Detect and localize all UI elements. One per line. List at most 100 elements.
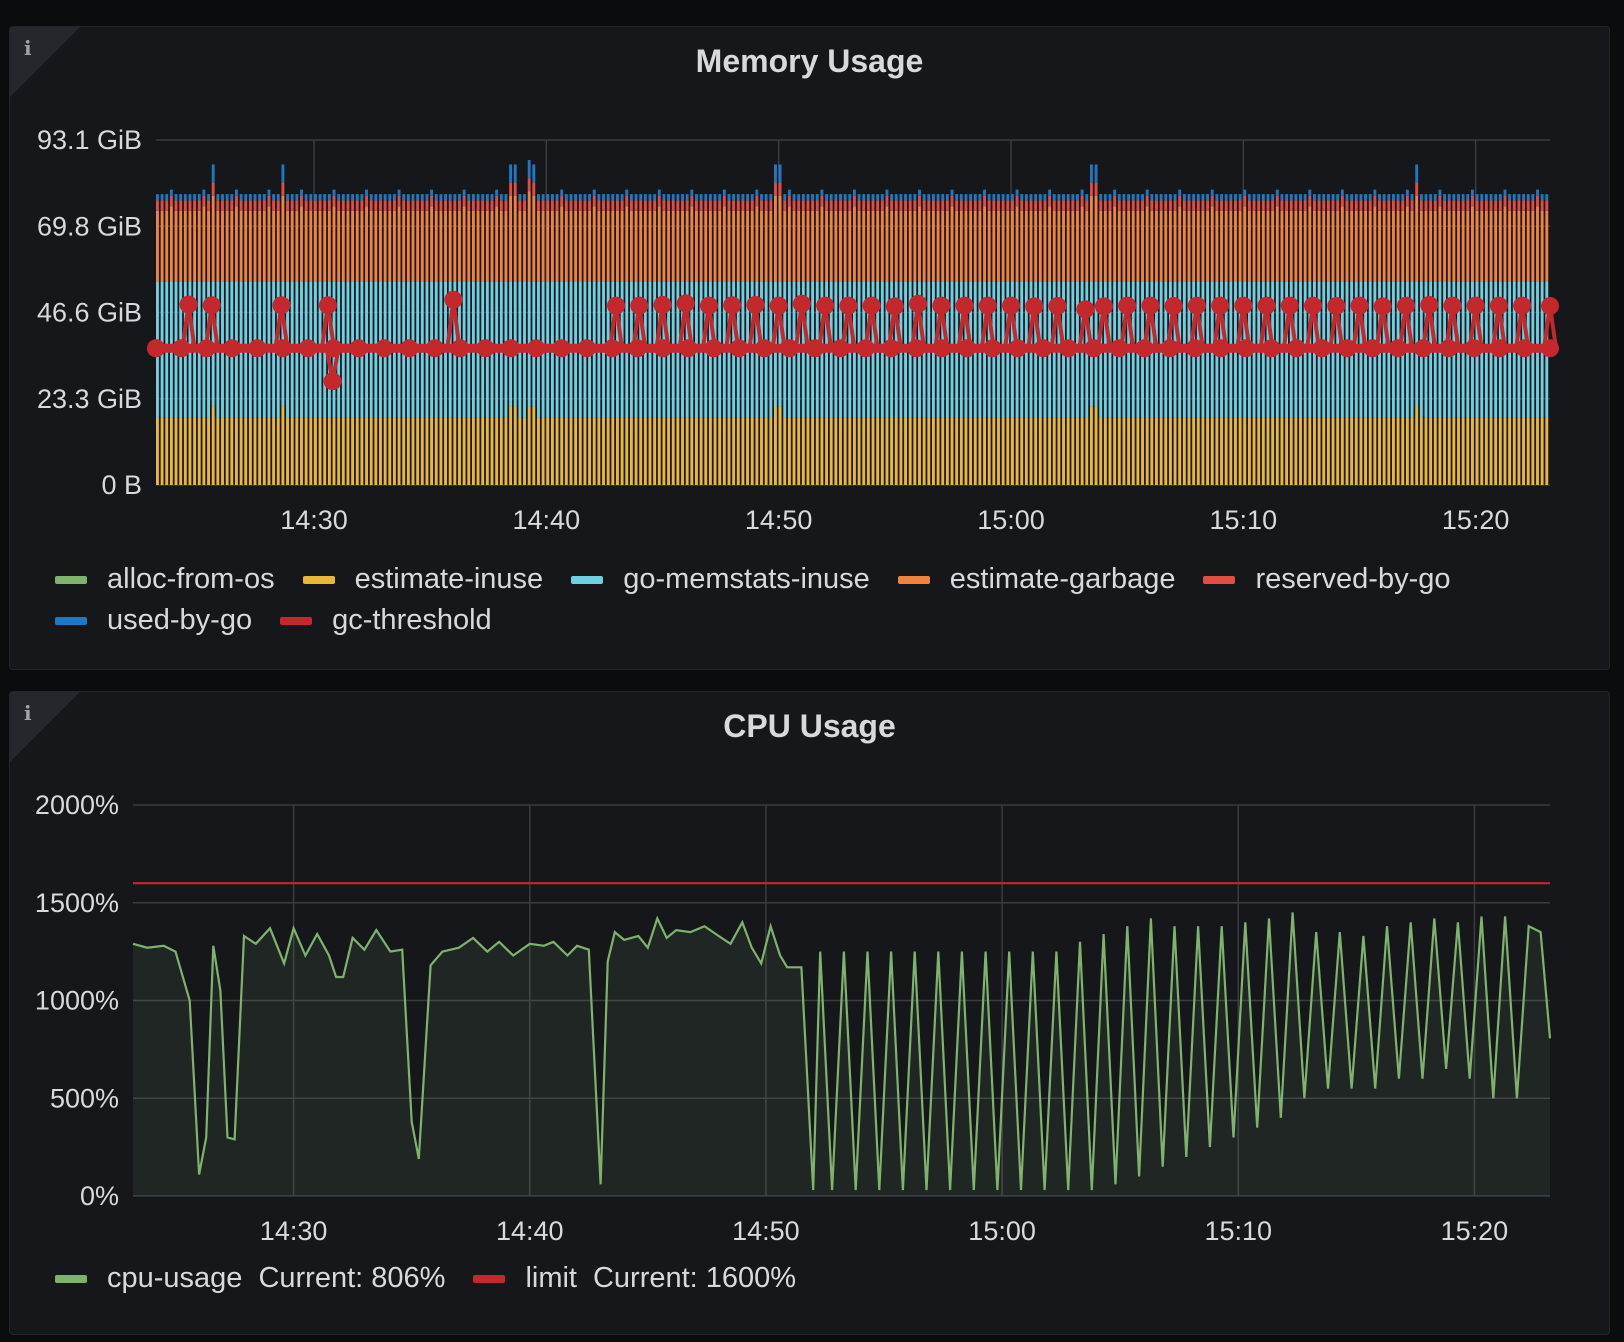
- legend-item-gc-threshold[interactable]: gc-threshold: [280, 604, 492, 637]
- bar-segment: [221, 200, 224, 211]
- bar-segment: [290, 200, 294, 211]
- gc-threshold-point: [1443, 296, 1462, 315]
- legend-item-cpu-usage[interactable]: cpu-usage Current: 806%: [55, 1262, 445, 1295]
- bar-segment: [1155, 210, 1158, 282]
- bar-segment: [537, 194, 540, 201]
- gc-threshold-point: [1466, 296, 1485, 315]
- bar-segment: [523, 200, 526, 211]
- bar-segment: [555, 200, 559, 211]
- bar-segment: [778, 195, 782, 282]
- bar-segment: [662, 210, 666, 282]
- legend-item-go-memstats-inuse[interactable]: go-memstats-inuse: [571, 563, 870, 596]
- bar-segment: [801, 210, 805, 282]
- bar-segment: [341, 210, 345, 282]
- bar-segment: [481, 194, 485, 201]
- info-icon[interactable]: i: [24, 701, 32, 725]
- bar-segment: [458, 200, 461, 211]
- bar-segment: [1206, 417, 1210, 485]
- info-icon[interactable]: i: [24, 36, 32, 60]
- legend-item-limit[interactable]: limit Current: 1600%: [473, 1262, 796, 1295]
- panel-title[interactable]: Memory Usage: [695, 43, 924, 79]
- bar-segment: [555, 194, 559, 201]
- bar-segment: [1173, 194, 1177, 201]
- bar-segment: [620, 417, 624, 485]
- bar-segment: [815, 417, 819, 485]
- bar-segment: [801, 417, 805, 485]
- bar-segment: [1526, 417, 1530, 485]
- bar-segment: [769, 194, 773, 201]
- bar-segment: [894, 194, 898, 201]
- bar-segment: [1540, 200, 1544, 211]
- gc-threshold-point: [1110, 339, 1129, 358]
- gc-threshold-point: [425, 339, 444, 358]
- bar-segment: [1238, 194, 1242, 201]
- panel-info-corner[interactable]: [10, 27, 80, 97]
- gc-threshold-point: [1327, 297, 1346, 316]
- x-tick-label: 14:40: [496, 1216, 564, 1246]
- bar-segment: [193, 417, 197, 485]
- bar-segment: [1299, 417, 1302, 485]
- bar-segment: [458, 210, 461, 282]
- bar-segment: [1001, 194, 1005, 201]
- bar-segment: [1178, 417, 1182, 485]
- bar-segment: [1066, 210, 1070, 282]
- gc-threshold-point: [1490, 339, 1509, 358]
- bar-segment: [825, 200, 829, 211]
- legend-item-used-by-go[interactable]: used-by-go: [55, 604, 252, 637]
- bar-segment: [406, 194, 410, 201]
- gc-threshold-point: [856, 339, 875, 358]
- legend-item-estimate-inuse[interactable]: estimate-inuse: [302, 563, 543, 596]
- panel-info-corner[interactable]: [10, 692, 80, 762]
- bar-segment: [374, 210, 378, 282]
- bar-segment: [1224, 417, 1228, 485]
- bar-segment: [1182, 210, 1186, 282]
- bar-segment: [676, 194, 680, 201]
- bar-segment: [950, 417, 954, 485]
- gc-threshold-point: [1094, 297, 1113, 316]
- bar-segment: [1401, 417, 1405, 485]
- bar-segment: [448, 210, 452, 282]
- bar-segment: [588, 417, 592, 485]
- bar-segment: [1429, 417, 1433, 485]
- bar-segment: [1336, 194, 1340, 201]
- cpu-chart[interactable]: 0% 500% 1000% 1500% 2000% 14:30 14:40 14:50 15:0…: [10, 692, 1610, 1335]
- gc-threshold-point: [1439, 339, 1458, 358]
- legend-item-reserved-by-go[interactable]: reserved-by-go: [1203, 563, 1451, 596]
- bar-segment: [1261, 194, 1265, 201]
- series-swatch: [55, 616, 87, 625]
- bar-segment: [736, 417, 740, 485]
- gc-threshold-point: [527, 339, 546, 358]
- bar-segment: [541, 417, 545, 485]
- bar-segment: [959, 210, 963, 282]
- bar-segment: [1461, 194, 1465, 201]
- legend-item-estimate-garbage[interactable]: estimate-garbage: [897, 563, 1175, 596]
- gc-threshold-point: [1001, 296, 1020, 315]
- bar-segment: [360, 417, 364, 485]
- legend-item-alloc-from-os[interactable]: alloc-from-os: [55, 563, 275, 596]
- bar-segment: [518, 210, 522, 282]
- bar-segment: [760, 200, 763, 211]
- bar-segment: [1512, 417, 1516, 485]
- gc-threshold-point: [1304, 296, 1323, 315]
- gc-threshold-point: [958, 339, 977, 358]
- bar-segment: [1155, 194, 1158, 201]
- bar-segment: [1006, 210, 1010, 282]
- gc-threshold-point: [324, 339, 343, 358]
- bar-segment: [983, 195, 986, 207]
- panel-title[interactable]: CPU Usage: [723, 708, 896, 744]
- bar-segment: [1006, 417, 1010, 485]
- bar-segment: [1466, 194, 1470, 201]
- bar-segment: [578, 200, 582, 211]
- bar-segment: [918, 417, 921, 485]
- gc-threshold-point: [1008, 339, 1027, 358]
- gc-threshold-point: [1048, 297, 1067, 316]
- bar-segment: [1038, 200, 1042, 211]
- bar-segment: [365, 206, 368, 282]
- memory-chart[interactable]: 0 B 23.3 GiB 46.6 GiB 69.8 GiB 93.1 GiB 14:30…: [10, 27, 1610, 670]
- bar-segment: [1010, 417, 1014, 485]
- bar-segment: [416, 417, 420, 485]
- bar-segment: [1015, 417, 1019, 485]
- bar-segment: [262, 210, 266, 282]
- bar-segment: [602, 200, 605, 211]
- bar-segment: [625, 189, 629, 196]
